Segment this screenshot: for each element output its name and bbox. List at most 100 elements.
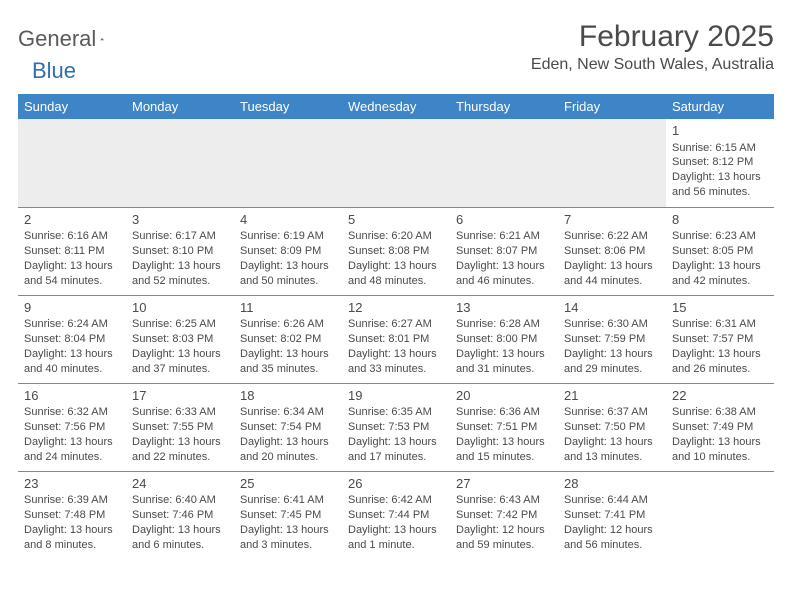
day-header-saturday: Saturday xyxy=(666,94,774,119)
day-number: 17 xyxy=(132,387,228,405)
sunrise-text: Sunrise: 6:15 AM xyxy=(672,141,768,156)
daylight-text: Daylight: 13 hours and 50 minutes. xyxy=(240,259,336,289)
day-cell: 19Sunrise: 6:35 AMSunset: 7:53 PMDayligh… xyxy=(342,383,450,471)
sunrise-text: Sunrise: 6:36 AM xyxy=(456,405,552,420)
daylight-text: Daylight: 13 hours and 40 minutes. xyxy=(24,347,120,377)
day-number: 25 xyxy=(240,475,336,493)
daylight-text: Daylight: 13 hours and 42 minutes. xyxy=(672,259,768,289)
sunrise-text: Sunrise: 6:26 AM xyxy=(240,317,336,332)
day-number: 22 xyxy=(672,387,768,405)
sunset-text: Sunset: 7:56 PM xyxy=(24,420,120,435)
daylight-text: Daylight: 13 hours and 17 minutes. xyxy=(348,435,444,465)
empty-cell xyxy=(558,119,666,207)
sunrise-text: Sunrise: 6:28 AM xyxy=(456,317,552,332)
day-number: 1 xyxy=(672,122,768,140)
daylight-text: Daylight: 13 hours and 29 minutes. xyxy=(564,347,660,377)
day-cell: 13Sunrise: 6:28 AMSunset: 8:00 PMDayligh… xyxy=(450,295,558,383)
day-number: 23 xyxy=(24,475,120,493)
empty-cell xyxy=(342,119,450,207)
day-cell: 23Sunrise: 6:39 AMSunset: 7:48 PMDayligh… xyxy=(18,471,126,559)
day-number: 15 xyxy=(672,299,768,317)
sunrise-text: Sunrise: 6:21 AM xyxy=(456,229,552,244)
day-number: 9 xyxy=(24,299,120,317)
sunrise-text: Sunrise: 6:35 AM xyxy=(348,405,444,420)
daylight-text: Daylight: 13 hours and 35 minutes. xyxy=(240,347,336,377)
sunset-text: Sunset: 7:44 PM xyxy=(348,508,444,523)
day-cell: 28Sunrise: 6:44 AMSunset: 7:41 PMDayligh… xyxy=(558,471,666,559)
day-number: 11 xyxy=(240,299,336,317)
daylight-text: Daylight: 13 hours and 15 minutes. xyxy=(456,435,552,465)
sunrise-text: Sunrise: 6:27 AM xyxy=(348,317,444,332)
day-number: 19 xyxy=(348,387,444,405)
sunrise-text: Sunrise: 6:22 AM xyxy=(564,229,660,244)
empty-cell xyxy=(234,119,342,207)
day-number: 26 xyxy=(348,475,444,493)
daylight-text: Daylight: 13 hours and 54 minutes. xyxy=(24,259,120,289)
sunrise-text: Sunrise: 6:32 AM xyxy=(24,405,120,420)
logo-text-blue: Blue xyxy=(32,58,76,84)
day-cell: 25Sunrise: 6:41 AMSunset: 7:45 PMDayligh… xyxy=(234,471,342,559)
sunrise-text: Sunrise: 6:16 AM xyxy=(24,229,120,244)
daylight-text: Daylight: 13 hours and 48 minutes. xyxy=(348,259,444,289)
week-row: 16Sunrise: 6:32 AMSunset: 7:56 PMDayligh… xyxy=(18,383,774,471)
sunset-text: Sunset: 8:10 PM xyxy=(132,244,228,259)
daylight-text: Daylight: 13 hours and 22 minutes. xyxy=(132,435,228,465)
calendar-table: SundayMondayTuesdayWednesdayThursdayFrid… xyxy=(18,94,774,559)
sunset-text: Sunset: 8:06 PM xyxy=(564,244,660,259)
sunset-text: Sunset: 7:41 PM xyxy=(564,508,660,523)
daylight-text: Daylight: 13 hours and 26 minutes. xyxy=(672,347,768,377)
sunset-text: Sunset: 7:42 PM xyxy=(456,508,552,523)
daylight-text: Daylight: 13 hours and 13 minutes. xyxy=(564,435,660,465)
sunset-text: Sunset: 7:57 PM xyxy=(672,332,768,347)
daylight-text: Daylight: 13 hours and 33 minutes. xyxy=(348,347,444,377)
daylight-text: Daylight: 13 hours and 10 minutes. xyxy=(672,435,768,465)
sunrise-text: Sunrise: 6:40 AM xyxy=(132,493,228,508)
sunset-text: Sunset: 8:12 PM xyxy=(672,155,768,170)
sunset-text: Sunset: 8:08 PM xyxy=(348,244,444,259)
sunrise-text: Sunrise: 6:33 AM xyxy=(132,405,228,420)
day-number: 14 xyxy=(564,299,660,317)
sunset-text: Sunset: 8:03 PM xyxy=(132,332,228,347)
sunrise-text: Sunrise: 6:34 AM xyxy=(240,405,336,420)
daylight-text: Daylight: 13 hours and 37 minutes. xyxy=(132,347,228,377)
sunrise-text: Sunrise: 6:23 AM xyxy=(672,229,768,244)
daylight-text: Daylight: 13 hours and 24 minutes. xyxy=(24,435,120,465)
sunset-text: Sunset: 8:09 PM xyxy=(240,244,336,259)
week-row: 2Sunrise: 6:16 AMSunset: 8:11 PMDaylight… xyxy=(18,207,774,295)
sunset-text: Sunset: 7:50 PM xyxy=(564,420,660,435)
day-cell: 16Sunrise: 6:32 AMSunset: 7:56 PMDayligh… xyxy=(18,383,126,471)
day-header-wednesday: Wednesday xyxy=(342,94,450,119)
day-header-sunday: Sunday xyxy=(18,94,126,119)
daylight-text: Daylight: 12 hours and 59 minutes. xyxy=(456,523,552,553)
day-cell: 21Sunrise: 6:37 AMSunset: 7:50 PMDayligh… xyxy=(558,383,666,471)
day-cell: 26Sunrise: 6:42 AMSunset: 7:44 PMDayligh… xyxy=(342,471,450,559)
day-number: 20 xyxy=(456,387,552,405)
day-number: 4 xyxy=(240,211,336,229)
title-block: February 2025 Eden, New South Wales, Aus… xyxy=(531,20,774,74)
daylight-text: Daylight: 13 hours and 31 minutes. xyxy=(456,347,552,377)
day-cell: 12Sunrise: 6:27 AMSunset: 8:01 PMDayligh… xyxy=(342,295,450,383)
sunset-text: Sunset: 8:05 PM xyxy=(672,244,768,259)
sunset-text: Sunset: 7:46 PM xyxy=(132,508,228,523)
sunset-text: Sunset: 8:11 PM xyxy=(24,244,120,259)
sunset-text: Sunset: 7:54 PM xyxy=(240,420,336,435)
day-cell: 11Sunrise: 6:26 AMSunset: 8:02 PMDayligh… xyxy=(234,295,342,383)
week-row: 9Sunrise: 6:24 AMSunset: 8:04 PMDaylight… xyxy=(18,295,774,383)
daylight-text: Daylight: 13 hours and 46 minutes. xyxy=(456,259,552,289)
sunset-text: Sunset: 8:02 PM xyxy=(240,332,336,347)
sunset-text: Sunset: 8:04 PM xyxy=(24,332,120,347)
day-number: 12 xyxy=(348,299,444,317)
sunrise-text: Sunrise: 6:39 AM xyxy=(24,493,120,508)
day-header-friday: Friday xyxy=(558,94,666,119)
day-number: 28 xyxy=(564,475,660,493)
day-number: 8 xyxy=(672,211,768,229)
day-number: 7 xyxy=(564,211,660,229)
empty-cell xyxy=(450,119,558,207)
logo-text-general: General xyxy=(18,26,96,52)
daylight-text: Daylight: 13 hours and 6 minutes. xyxy=(132,523,228,553)
day-number: 13 xyxy=(456,299,552,317)
logo-sail-icon xyxy=(100,30,104,48)
sunrise-text: Sunrise: 6:25 AM xyxy=(132,317,228,332)
day-cell: 3Sunrise: 6:17 AMSunset: 8:10 PMDaylight… xyxy=(126,207,234,295)
daylight-text: Daylight: 13 hours and 20 minutes. xyxy=(240,435,336,465)
